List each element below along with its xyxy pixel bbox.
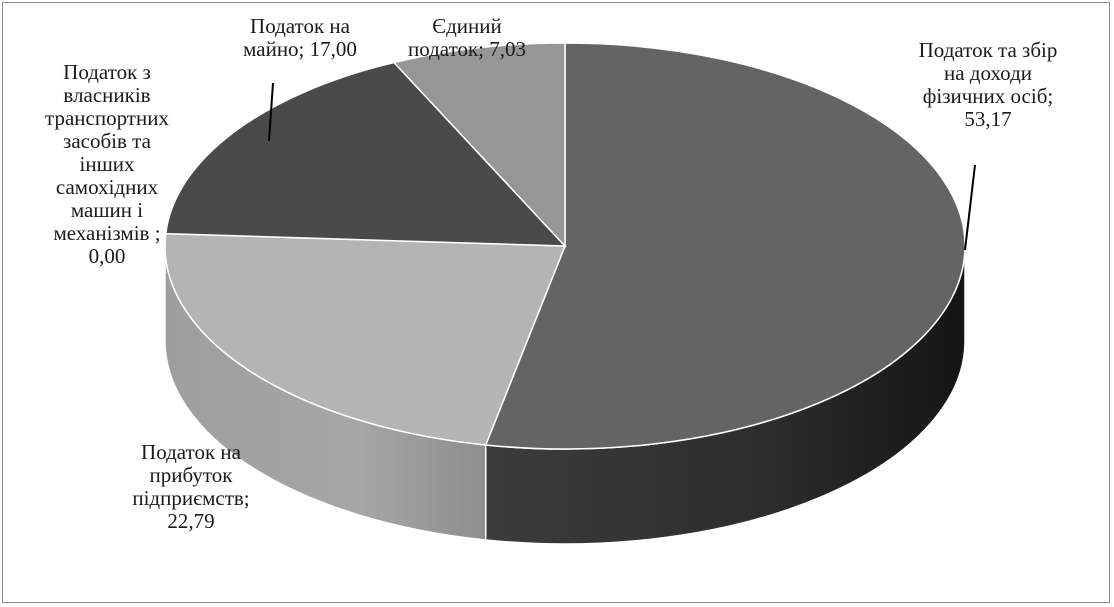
label-pdfo: Податок та збір на доходи фізичних осіб;…: [918, 38, 1058, 131]
pie-slice-single: [392, 42, 566, 248]
label-single: Єдиний податок; 7,03: [407, 14, 527, 61]
pie-chart: [164, 42, 976, 545]
pie-slice-pdfo: [484, 42, 966, 450]
label-transport: Податок з власників транспортних засобів…: [45, 60, 169, 268]
pie-slice-profit: [164, 232, 567, 446]
leader-line-pdfo: [964, 164, 976, 251]
label-profit: Податок на прибуток підприємств; 22,79: [132, 440, 250, 533]
pie-slice-property: [164, 61, 567, 247]
leader-line-property: [268, 82, 274, 142]
label-property: Податок на майно; 17,00: [243, 14, 357, 61]
